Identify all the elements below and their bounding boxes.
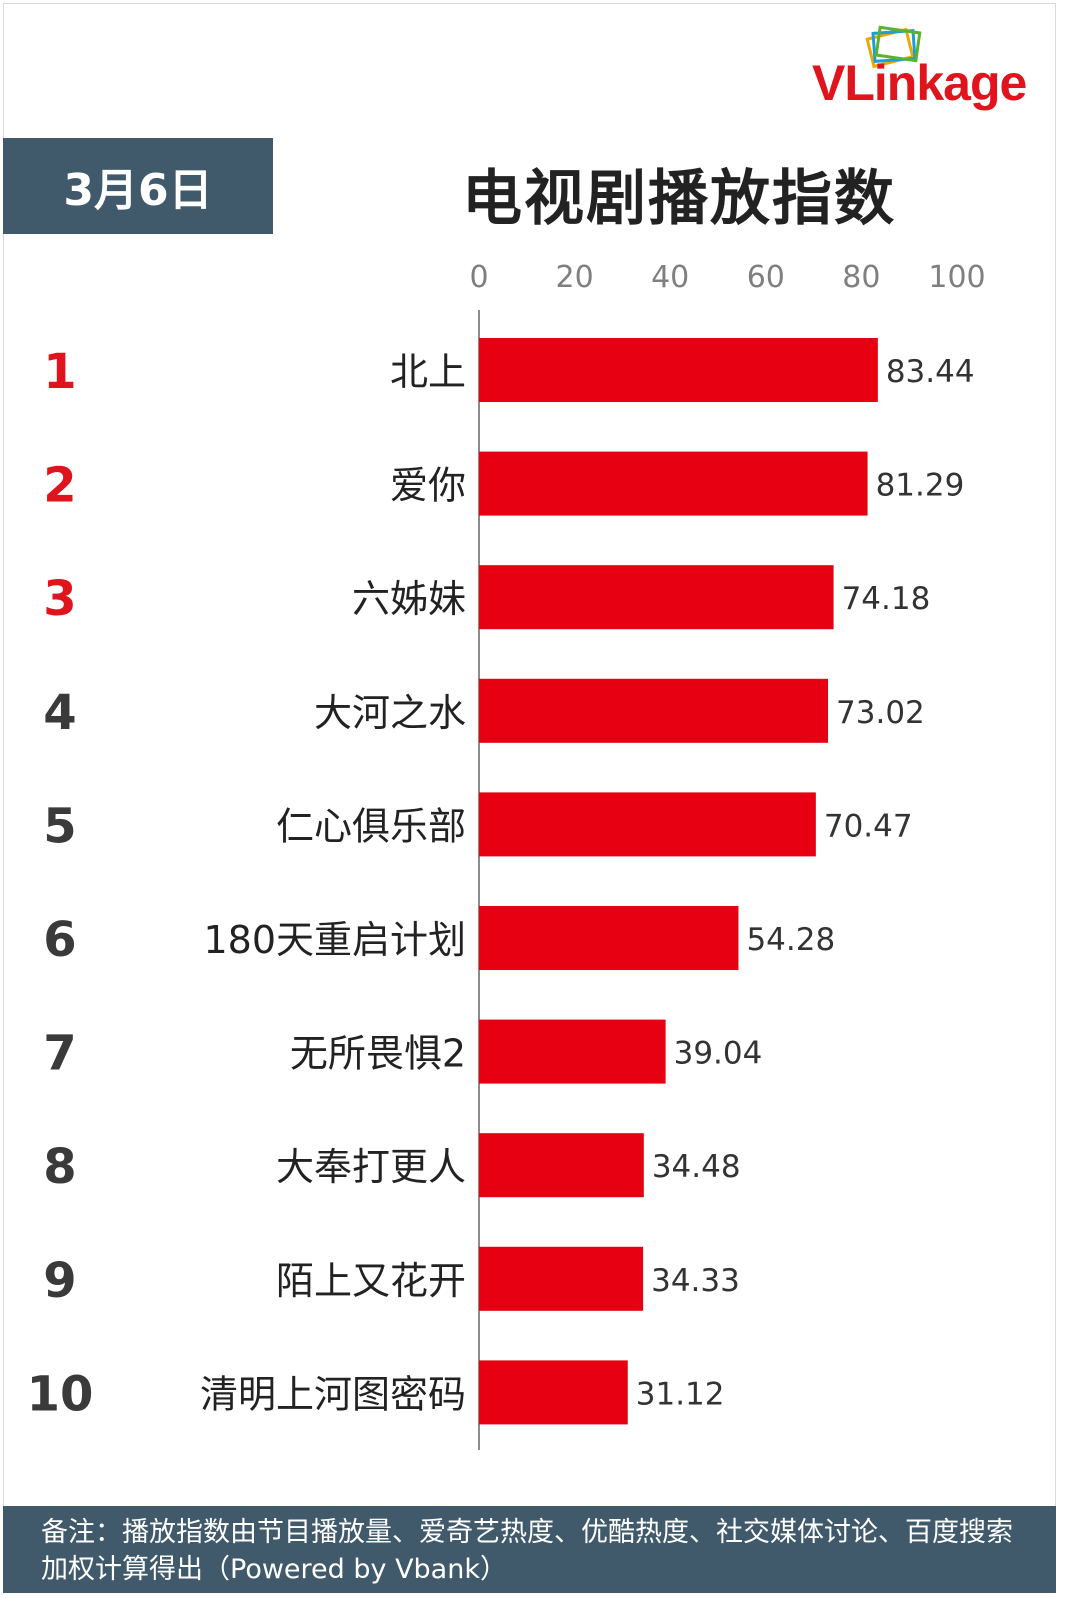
chart-row: 8 大奉打更人 34.48 — [43, 1133, 741, 1198]
chart-row: 3 六姊妹 74.18 — [43, 565, 931, 630]
bar — [479, 338, 878, 402]
rank-number: 9 — [43, 1253, 76, 1309]
chart-row: 7 无所畏惧2 39.04 — [43, 1019, 763, 1084]
vlinkage-logo: VLinkage — [802, 18, 1052, 118]
category-label: 清明上河图密码 — [200, 1372, 466, 1416]
chart-row: 4 大河之水 73.02 — [43, 678, 925, 743]
bar — [479, 565, 834, 630]
rank-number: 3 — [43, 571, 76, 627]
value-label: 34.48 — [652, 1149, 741, 1185]
chart-row: 1 北上 83.44 — [43, 338, 975, 402]
logo-text: VLinkage — [812, 55, 1027, 111]
x-tick-label: 20 — [556, 260, 594, 295]
category-label: 北上 — [390, 350, 466, 394]
rank-number: 10 — [27, 1366, 94, 1422]
value-label: 54.28 — [746, 922, 835, 958]
value-label: 74.18 — [842, 581, 931, 617]
chart-row: 2 爱你 81.29 — [43, 451, 965, 516]
rank-number: 5 — [43, 798, 76, 854]
bar-chart: 0 20 40 60 80 100 1 北上 83.44 2 爱你 81.29 3 六姊妹 74.18 4 大… — [27, 260, 986, 1450]
x-tick-label: 0 — [469, 260, 488, 295]
chart-row: 9 陌上又花开 34.33 — [43, 1246, 740, 1311]
x-tick-label: 100 — [928, 260, 985, 295]
rank-number: 2 — [43, 458, 76, 514]
bar — [479, 1246, 644, 1311]
category-label: 仁心俱乐部 — [276, 804, 466, 848]
rank-number: 4 — [43, 685, 76, 741]
value-label: 73.02 — [836, 695, 925, 731]
bar — [479, 678, 829, 743]
chart-row: 6 180天重启计划 54.28 — [43, 906, 835, 970]
chart-row: 5 仁心俱乐部 70.47 — [43, 792, 913, 857]
rank-number: 6 — [43, 912, 76, 968]
x-tick-label: 40 — [651, 260, 689, 295]
chart-title: 电视剧播放指数 — [462, 164, 896, 234]
value-label: 31.12 — [636, 1376, 725, 1412]
value-label: 39.04 — [674, 1036, 763, 1072]
rank-number: 7 — [43, 1026, 76, 1082]
rank-number: 1 — [43, 344, 76, 400]
bar — [479, 1133, 644, 1198]
value-label: 83.44 — [886, 354, 975, 390]
category-label: 大河之水 — [314, 691, 466, 735]
logo-cards-icon — [865, 25, 922, 69]
category-label: 无所畏惧2 — [290, 1032, 466, 1076]
category-label: 180天重启计划 — [203, 918, 466, 962]
category-label: 六姊妹 — [352, 577, 466, 621]
date-badge: 3月6日 — [3, 138, 273, 234]
x-tick-label: 60 — [747, 260, 785, 295]
value-label: 70.47 — [824, 808, 913, 844]
category-label: 大奉打更人 — [276, 1145, 466, 1189]
category-label: 爱你 — [390, 464, 466, 508]
category-label: 陌上又花开 — [276, 1259, 466, 1303]
value-label: 81.29 — [876, 468, 965, 504]
bar — [479, 792, 816, 857]
footer-note: 备注：播放指数由节目播放量、爱奇艺热度、优酷热度、社交媒体讨论、百度搜索加权计算… — [3, 1506, 1056, 1593]
rank-number: 8 — [43, 1139, 76, 1195]
value-label: 34.33 — [651, 1263, 740, 1299]
x-tick-label: 80 — [842, 260, 880, 295]
chart-row: 10 清明上河图密码 31.12 — [27, 1360, 725, 1425]
bar — [479, 1360, 628, 1425]
bar — [479, 1019, 666, 1084]
bar — [479, 451, 868, 516]
bar — [479, 906, 739, 970]
